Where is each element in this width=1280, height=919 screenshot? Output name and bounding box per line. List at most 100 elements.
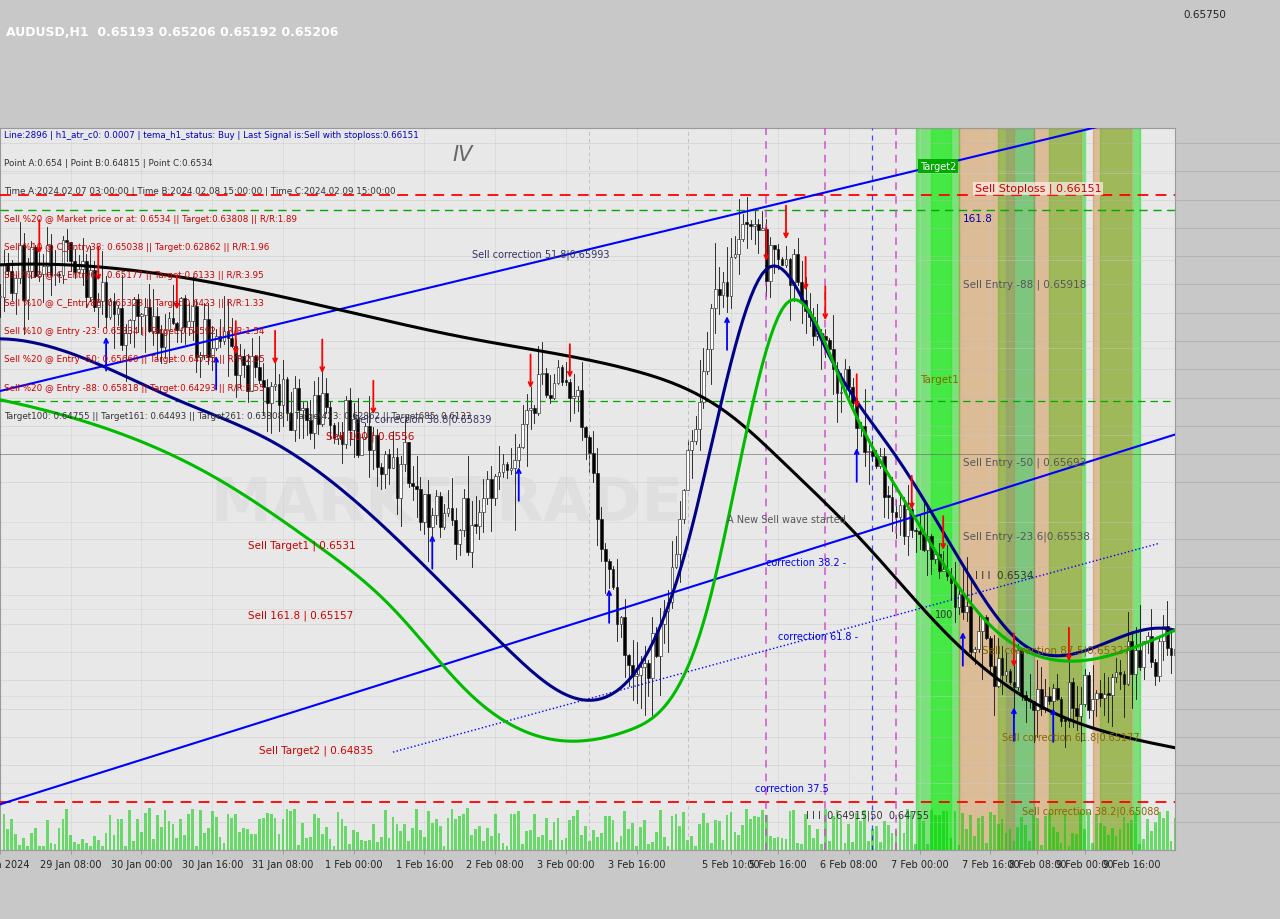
Bar bbox=[851, 388, 854, 404]
Bar bbox=[1012, 841, 1015, 850]
Bar bbox=[765, 815, 768, 850]
Bar bbox=[1036, 689, 1039, 710]
Bar bbox=[1079, 705, 1082, 716]
Bar bbox=[541, 835, 544, 850]
Bar bbox=[986, 618, 988, 639]
Bar bbox=[356, 832, 358, 850]
Bar bbox=[675, 814, 677, 850]
Bar bbox=[132, 841, 134, 850]
Text: Sell Target1 | 0.6531: Sell Target1 | 0.6531 bbox=[247, 540, 356, 550]
Bar bbox=[93, 835, 96, 850]
Bar bbox=[749, 819, 751, 850]
Bar bbox=[207, 828, 210, 850]
Bar bbox=[934, 554, 937, 559]
Bar bbox=[707, 349, 709, 371]
Bar bbox=[1075, 708, 1078, 716]
Bar bbox=[678, 826, 681, 850]
Bar bbox=[451, 809, 453, 850]
Bar bbox=[90, 271, 92, 298]
Bar bbox=[172, 319, 174, 323]
Bar bbox=[1044, 697, 1047, 709]
Bar bbox=[914, 844, 916, 850]
Bar bbox=[77, 844, 79, 850]
Bar bbox=[538, 836, 540, 850]
Bar bbox=[938, 554, 941, 571]
Bar bbox=[1119, 829, 1121, 850]
Bar bbox=[329, 408, 332, 425]
Bar bbox=[230, 818, 233, 850]
Bar bbox=[477, 826, 481, 850]
Bar bbox=[753, 224, 756, 227]
Bar bbox=[612, 570, 614, 587]
Bar bbox=[722, 283, 724, 296]
Bar bbox=[722, 840, 724, 850]
Bar bbox=[701, 812, 705, 850]
Bar bbox=[891, 497, 893, 512]
Text: Target100: 0.64755 || Target161: 0.64493 || Target261: 0.63808 || Target423: 0.6: Target100: 0.64755 || Target161: 0.64493… bbox=[4, 412, 471, 420]
Bar bbox=[152, 839, 155, 850]
Bar bbox=[667, 602, 669, 611]
Bar bbox=[1016, 651, 1019, 687]
Bar bbox=[961, 595, 964, 612]
Bar bbox=[128, 321, 131, 334]
Text: AUDUSD,H1  0.65193 0.65206 0.65192 0.65206: AUDUSD,H1 0.65193 0.65206 0.65192 0.6520… bbox=[6, 26, 338, 39]
Bar bbox=[1115, 836, 1117, 850]
Bar bbox=[879, 843, 882, 850]
Bar bbox=[707, 823, 709, 850]
Bar bbox=[1142, 839, 1146, 850]
Bar bbox=[1005, 671, 1007, 675]
Bar bbox=[498, 472, 500, 476]
Bar bbox=[564, 380, 567, 382]
Text: 0.65750: 0.65750 bbox=[1184, 10, 1226, 20]
Bar bbox=[1012, 682, 1015, 687]
Bar bbox=[769, 246, 772, 282]
Bar bbox=[230, 338, 233, 347]
Bar bbox=[116, 308, 119, 314]
Bar bbox=[403, 823, 406, 850]
Bar bbox=[120, 308, 123, 346]
Bar bbox=[1052, 827, 1055, 850]
Text: Target2: Target2 bbox=[919, 162, 956, 172]
Bar bbox=[407, 442, 410, 483]
Bar bbox=[820, 844, 823, 850]
Bar bbox=[777, 837, 780, 850]
Bar bbox=[164, 810, 166, 850]
Bar bbox=[942, 569, 945, 571]
Bar bbox=[333, 846, 335, 850]
Bar bbox=[600, 834, 603, 850]
Bar bbox=[156, 815, 159, 850]
Bar bbox=[769, 836, 772, 850]
Bar bbox=[238, 357, 241, 376]
Text: Sell %10 @ C_Entry38: 0.65038 || Target:0.62862 || R/R:1.96: Sell %10 @ C_Entry38: 0.65038 || Target:… bbox=[4, 243, 269, 252]
Bar bbox=[447, 818, 449, 850]
Text: correction 61.8 -: correction 61.8 - bbox=[778, 631, 859, 641]
Bar bbox=[872, 452, 874, 456]
Bar bbox=[101, 845, 104, 850]
Bar bbox=[344, 401, 347, 445]
Bar bbox=[922, 821, 925, 850]
Bar bbox=[694, 430, 698, 442]
Bar bbox=[415, 810, 419, 850]
Bar bbox=[447, 508, 449, 513]
Bar bbox=[545, 374, 548, 395]
Bar bbox=[1107, 834, 1110, 850]
Bar bbox=[1134, 651, 1137, 675]
Bar bbox=[532, 813, 536, 850]
Bar bbox=[274, 818, 276, 850]
Bar bbox=[1166, 626, 1169, 649]
Bar bbox=[1041, 845, 1043, 850]
Bar bbox=[132, 300, 134, 321]
Bar bbox=[631, 823, 634, 850]
Text: Line:2896 | h1_atr_c0: 0.0007 | tema_h1_status: Buy | Last Signal is:Sell with s: Line:2896 | h1_atr_c0: 0.0007 | tema_h1_… bbox=[4, 130, 419, 140]
Bar bbox=[1151, 637, 1153, 662]
Bar bbox=[844, 369, 846, 392]
Bar bbox=[580, 391, 582, 428]
Bar bbox=[38, 275, 41, 278]
Bar bbox=[977, 631, 980, 650]
Bar bbox=[191, 810, 195, 850]
Bar bbox=[910, 510, 913, 530]
Bar bbox=[663, 611, 666, 625]
Text: Sell correction 61.8|0.65177: Sell correction 61.8|0.65177 bbox=[1002, 732, 1139, 742]
Bar bbox=[788, 811, 791, 850]
Bar bbox=[820, 334, 823, 337]
